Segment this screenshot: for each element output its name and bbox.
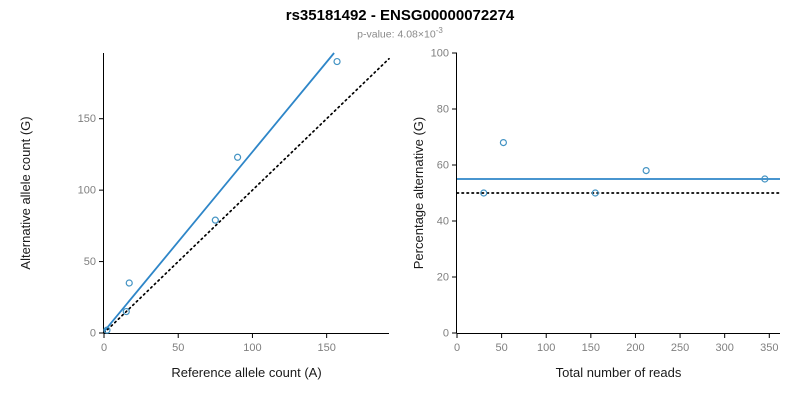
regression-line: [103, 51, 335, 332]
x-tick-label: 100: [243, 342, 261, 354]
data-point: [125, 278, 133, 287]
y-tick-label: 50: [84, 256, 96, 268]
x-tick-label: 200: [626, 342, 644, 354]
x-tick-label: 50: [172, 342, 184, 354]
data-point: [480, 188, 488, 197]
x-tick-label: 0: [101, 342, 107, 354]
data-point: [122, 307, 130, 315]
pvalue-text: p-value: 4.08×10: [357, 28, 436, 41]
x-axis-title: Total number of reads: [556, 365, 682, 380]
allele-count-scatter-plot: 0 50 100 150 0 50 100 150 Reference allele count…: [18, 51, 390, 380]
data-point: [761, 174, 769, 183]
data-point: [233, 153, 242, 161]
x-tick-label: 150: [317, 342, 335, 354]
data-point: [642, 166, 650, 174]
charts-row: 0 50 100 150 0 50 100 150 Reference allele count…: [0, 41, 800, 393]
chart-subtitle: p-value: 4.08×10-3: [0, 26, 800, 41]
x-tick-label: 150: [582, 342, 600, 354]
y-tick-label: 80: [437, 103, 449, 115]
chart-header: rs35181492 - ENSG00000072274 p-value: 4.…: [0, 0, 800, 41]
x-axis-title: Reference allele count (A): [171, 365, 321, 380]
data-point: [591, 188, 599, 197]
y-axis-title: Alternative allele count (G): [18, 116, 33, 269]
x-tick-label: 250: [671, 342, 689, 354]
identity-line: [103, 57, 390, 334]
data-point: [333, 57, 341, 65]
data-point: [499, 138, 507, 146]
y-tick-label: 150: [78, 113, 96, 125]
data-point: [103, 326, 111, 334]
x-tick-label: 350: [760, 342, 778, 354]
y-tick-label: 40: [437, 215, 449, 227]
y-tick-label: 0: [443, 327, 449, 339]
x-tick-label: 50: [495, 342, 507, 354]
y-axis-title: Percentage alternative (G): [411, 116, 426, 268]
y-tick-label: 0: [90, 327, 96, 339]
y-tick-label: 100: [431, 47, 449, 59]
y-tick-label: 60: [437, 159, 449, 171]
pvalue-exponent: -3: [435, 26, 443, 35]
y-tick-label: 100: [78, 184, 96, 196]
data-point: [211, 216, 219, 224]
x-tick-label: 100: [537, 342, 555, 354]
x-tick-label: 300: [715, 342, 733, 354]
x-tick-label: 0: [454, 342, 460, 354]
y-tick-label: 20: [437, 271, 449, 283]
chart-title: rs35181492 - ENSG00000072274: [285, 7, 515, 24]
